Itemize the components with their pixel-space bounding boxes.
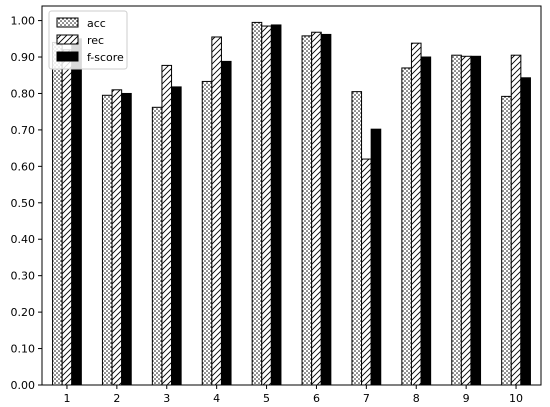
bar-f-score-9 (470, 55, 482, 386)
bar-acc-6 (301, 35, 313, 386)
x-tick-label: 10 (509, 392, 523, 405)
y-tick-label: 0.00 (11, 379, 36, 392)
bar-acc-1 (52, 41, 63, 386)
bar-f-score-4 (220, 60, 232, 386)
bar-rec-4 (211, 36, 222, 386)
axes-frame (41, 5, 542, 386)
bar-rec-9 (460, 55, 472, 386)
y-tick-label: 0.30 (11, 270, 36, 283)
bar-f-score-3 (171, 86, 182, 386)
bar-acc-5 (251, 21, 263, 386)
legend-label-f-score: f-score (87, 51, 124, 64)
legend-swatch-acc (56, 17, 79, 28)
bar-rec-6 (311, 31, 322, 386)
x-tick-label: 2 (113, 392, 120, 405)
x-tick-label: 1 (63, 392, 70, 405)
y-tick-label: 0.20 (11, 306, 36, 319)
bar-acc-8 (401, 67, 412, 386)
bar-acc-9 (451, 54, 462, 386)
x-tick-label: 9 (463, 392, 470, 405)
bar-f-score-8 (420, 56, 432, 386)
y-tick-label: 0.60 (11, 160, 36, 173)
bar-acc-10 (501, 95, 512, 386)
bar-acc-3 (151, 106, 163, 386)
legend-label-rec: rec (87, 34, 104, 47)
x-tick-label: 5 (263, 392, 270, 405)
bar-acc-2 (101, 94, 113, 386)
bar-rec-10 (510, 54, 522, 386)
bar-f-score-6 (320, 33, 332, 386)
y-tick-label: 0.50 (11, 197, 36, 210)
bar-acc-4 (201, 80, 213, 386)
x-tick-label: 4 (213, 392, 220, 405)
bar-rec-7 (361, 158, 372, 386)
bar-rec-8 (410, 42, 422, 386)
legend-swatch-rec (56, 34, 79, 45)
y-tick-label: 0.70 (11, 124, 36, 137)
bar-acc-7 (351, 91, 363, 386)
y-tick-label: 0.40 (11, 233, 36, 246)
bar-f-score-5 (270, 24, 282, 386)
y-tick-label: 0.80 (11, 87, 36, 100)
y-tick-label: 0.90 (11, 51, 36, 64)
y-tick-label: 0.10 (11, 343, 36, 356)
bar-f-score-10 (520, 77, 531, 386)
x-tick-label: 8 (413, 392, 420, 405)
plot-area: 0.00 0.10 0.20 0.30 0.40 0.50 0.60 0.70 0.80 0.90… (11, 5, 542, 405)
bar-f-score-7 (370, 128, 382, 386)
bar-rec-2 (111, 89, 123, 386)
y-tick-label: 1.00 (11, 15, 36, 28)
legend-swatch-f-score (56, 51, 79, 62)
x-tick-label: 7 (363, 392, 370, 405)
legend-label-acc: acc (87, 17, 106, 30)
bar-rec-5 (261, 25, 272, 386)
legend: acc rec f-score (48, 10, 128, 70)
x-tick-label: 3 (163, 392, 170, 405)
bar-f-score-2 (121, 92, 132, 386)
bar-rec-1 (61, 49, 73, 386)
bar-f-score-1 (71, 38, 82, 386)
x-tick-label: 6 (313, 392, 320, 405)
bar-rec-3 (161, 64, 173, 386)
